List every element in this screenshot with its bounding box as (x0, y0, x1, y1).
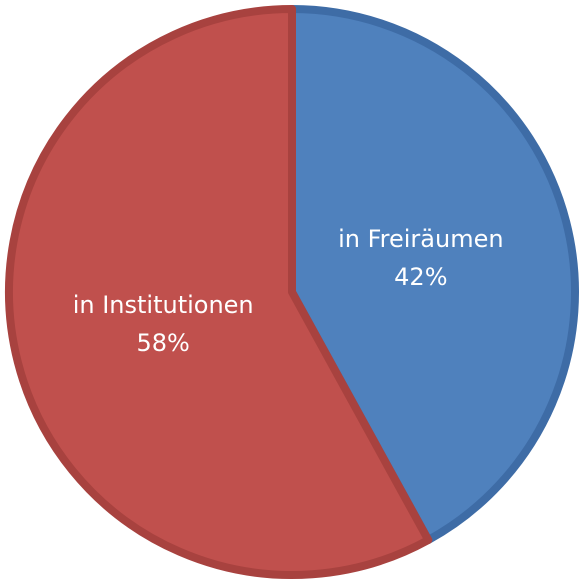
slice-label: in Institutionen (73, 291, 254, 319)
slice-label: in Freiräumen (338, 225, 503, 253)
pie-slice (5, 5, 433, 579)
slice-value-label: 58% (136, 329, 189, 357)
pie-slice (288, 5, 579, 544)
slice-value-label: 42% (394, 263, 447, 291)
